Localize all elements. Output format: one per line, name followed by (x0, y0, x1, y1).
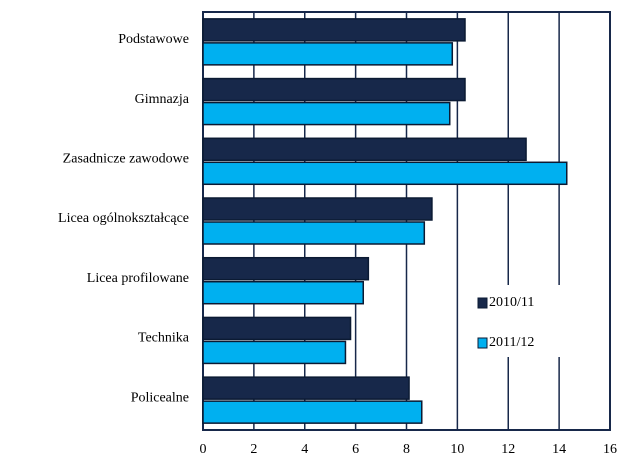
legend-label: 2010/11 (489, 295, 534, 310)
x-tick-label: 4 (301, 442, 308, 457)
bar (202, 42, 454, 66)
legend-label: 2011/12 (489, 335, 534, 350)
legend-swatch (477, 297, 488, 309)
bar (202, 280, 365, 305)
y-tick-label: Policealne (131, 390, 189, 405)
bar (202, 137, 527, 162)
bar (202, 316, 352, 341)
bar (202, 221, 426, 245)
x-tick-label: 16 (603, 442, 617, 457)
bar (202, 256, 370, 281)
x-tick-label: 0 (200, 442, 207, 457)
legend-swatch (477, 337, 488, 349)
bar (202, 161, 568, 186)
x-tick-label: 8 (403, 442, 410, 457)
y-tick-label: Licea ogólnokształcące (58, 211, 189, 226)
bar (202, 77, 466, 102)
y-tick-label: Licea profilowane (87, 271, 189, 286)
x-tick-label: 14 (552, 442, 566, 457)
bar (202, 340, 347, 365)
bar (202, 376, 410, 400)
y-tick-label: Gimnazja (135, 92, 190, 107)
bar (202, 101, 451, 126)
legend-box (470, 285, 592, 357)
x-tick-label: 6 (352, 442, 359, 457)
x-tick-label: 2 (250, 442, 257, 457)
bar (202, 197, 433, 221)
y-tick-label: Zasadnicze zawodowe (63, 152, 189, 167)
plot-border (202, 11, 611, 431)
x-tick-label: 10 (450, 442, 464, 457)
bar (202, 18, 466, 42)
y-tick-label: Podstawowe (118, 32, 189, 47)
y-tick-label: Technika (138, 331, 190, 346)
bar (202, 400, 423, 424)
x-tick-label: 12 (501, 442, 515, 457)
